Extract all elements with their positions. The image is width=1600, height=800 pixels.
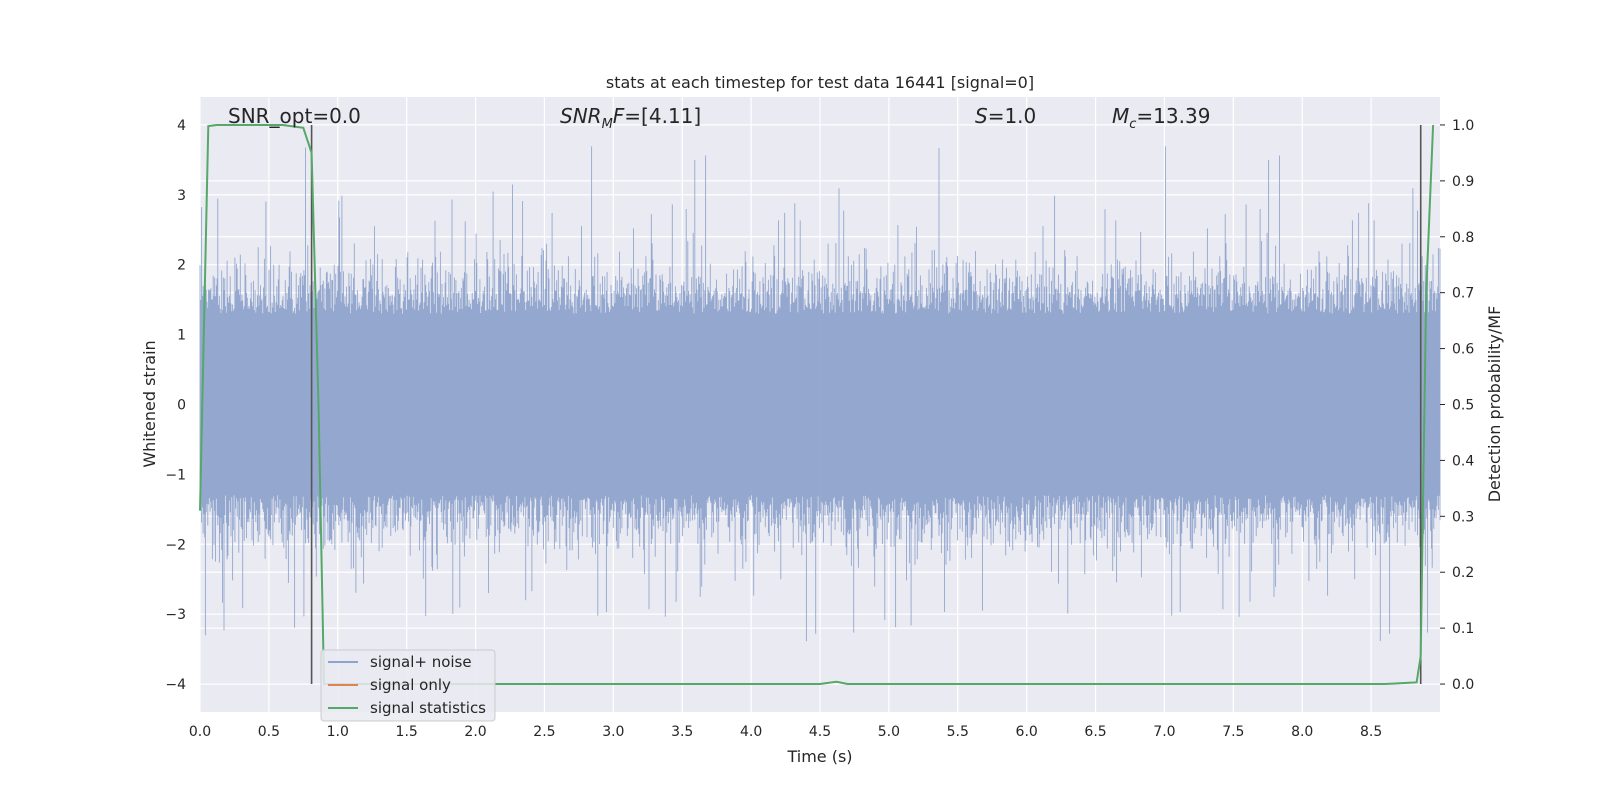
mc-italic: M [1112, 104, 1129, 128]
y-tick-label-left: 2 [177, 258, 186, 274]
snr-mf-annotation: SNRMF=[4.11] [560, 104, 701, 132]
x-tick-label: 5.0 [878, 724, 900, 740]
legend-label-noise: signal+ noise [370, 653, 472, 671]
x-tick-label: 0.5 [258, 724, 280, 740]
x-axis-label: Time (s) [786, 747, 852, 766]
y-tick-label-left: 4 [177, 118, 186, 134]
y-tick-label-left: 3 [177, 188, 186, 204]
y-tick-label-right: 1.0 [1452, 118, 1474, 134]
x-tick-label: 7.0 [1153, 724, 1175, 740]
legend-label-signal: signal only [370, 676, 451, 694]
legend: signal+ noise signal only signal statist… [320, 649, 496, 722]
mc-sub: c [1129, 117, 1136, 132]
x-tick-label: 0.0 [189, 724, 211, 740]
mc-value: =13.39 [1136, 104, 1210, 128]
x-tick-label: 4.5 [809, 724, 831, 740]
x-tick-label: 6.5 [1084, 724, 1106, 740]
y-tick-label-left: −2 [165, 537, 186, 553]
snr-mf-value: =[4.11] [624, 104, 701, 128]
snr-mf-italic: SNR [560, 104, 602, 128]
signal-noise-trace [199, 146, 1441, 642]
signal-statistics-line [199, 124, 1435, 685]
x-tick-label: 3.5 [671, 724, 693, 740]
x-tick-label: 8.5 [1360, 724, 1382, 740]
y-tick-label-left: −3 [165, 607, 186, 623]
legend-label-stats: signal statistics [370, 699, 486, 717]
y-tick-label-right: 0.5 [1452, 398, 1474, 414]
y-tick-label-left: −4 [165, 677, 186, 693]
y-tick-label-right: 0.6 [1452, 342, 1474, 358]
y-tick-label-left: −1 [165, 467, 186, 483]
x-tick-label: 4.0 [740, 724, 762, 740]
s-italic: S [975, 104, 988, 128]
mc-annotation: Mc=13.39 [1112, 104, 1210, 132]
chart-title: stats at each timestep for test data 164… [606, 73, 1034, 92]
x-tick-label: 1.5 [396, 724, 418, 740]
snr-opt-annotation: SNR_opt=0.0 [228, 104, 361, 128]
x-tick-labels: 0.0 0.5 1.0 1.5 2.0 2.5 3.0 3.5 4.0 4.5 5.0 5.5 6.0 6… [189, 724, 1382, 740]
x-tick-label: 6.0 [1016, 724, 1038, 740]
s-annotation: S=1.0 [975, 104, 1036, 128]
snr-mf-sub: M [602, 117, 613, 132]
x-tick-label: 7.5 [1222, 724, 1244, 740]
y-tick-label-right: 0.3 [1452, 509, 1474, 525]
s-value: =1.0 [988, 104, 1037, 128]
legend-box [320, 649, 496, 722]
y-axis-label-right: Detection probability/MF [1485, 306, 1504, 503]
x-tick-label: 2.5 [533, 724, 555, 740]
x-tick-label: 2.0 [464, 724, 486, 740]
snr-mf-italic2: F [613, 104, 625, 128]
x-tick-label: 8.0 [1291, 724, 1313, 740]
y-tick-label-left: 1 [177, 328, 186, 344]
y-tick-label-left: 0 [177, 398, 186, 414]
y-tick-label-right: 0.9 [1452, 174, 1474, 190]
y-tick-label-right: 0.1 [1452, 621, 1474, 637]
y-tick-label-right: 0.0 [1452, 677, 1474, 693]
y-axis-label-left: Whitened strain [140, 340, 159, 467]
y-tick-labels-left: 4 3 2 1 0 −1 −2 −3 −4 [165, 118, 186, 693]
x-tick-label: 3.0 [602, 724, 624, 740]
y-tick-label-right: 0.8 [1452, 230, 1474, 246]
x-tick-label: 5.5 [947, 724, 969, 740]
y-tick-label-right: 0.2 [1452, 565, 1474, 581]
y-tick-label-right: 0.4 [1452, 453, 1474, 469]
y-tick-labels-right: 1.0 0.9 0.8 0.7 0.6 0.5 0.4 0.3 0.2 0.1 0.0 [1440, 118, 1474, 693]
y-tick-label-right: 0.7 [1452, 286, 1474, 302]
x-tick-label: 1.0 [327, 724, 349, 740]
signal-noise-series [199, 146, 1441, 642]
